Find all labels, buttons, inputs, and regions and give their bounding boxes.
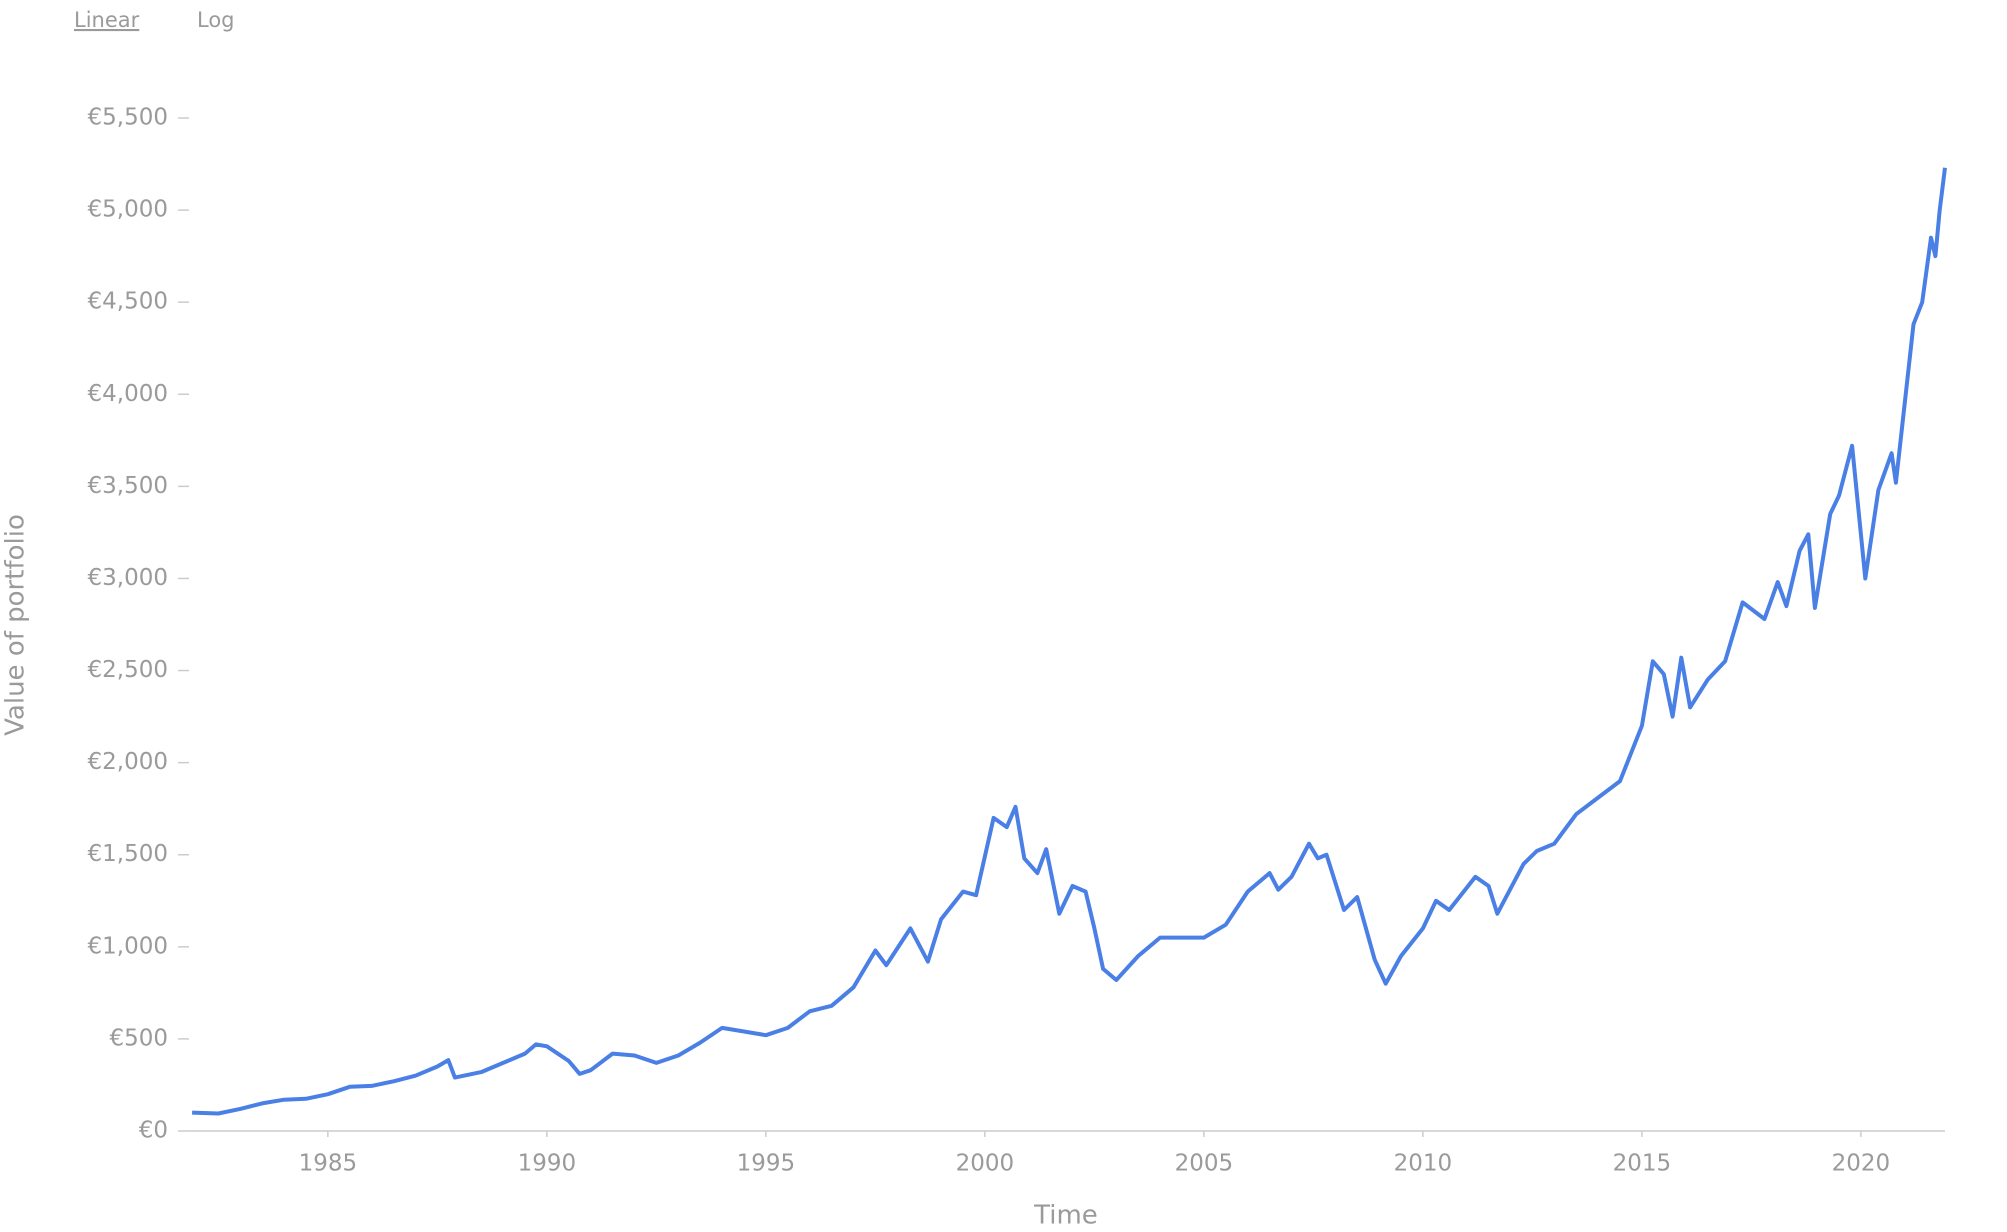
x-tick-label: 2015 (1613, 1151, 1672, 1177)
y-tick-label: €500 (109, 1025, 168, 1051)
y-tick-label: €5,000 (88, 197, 168, 223)
x-tick-label: 2020 (1832, 1151, 1891, 1177)
y-tick-label: €2,500 (88, 657, 168, 683)
y-tick-label: €3,000 (88, 565, 168, 591)
y-tick-label: €1,000 (88, 933, 168, 959)
y-tick-label: €4,000 (88, 381, 168, 407)
log-button[interactable]: Log (197, 8, 235, 32)
x-tick-label: 2005 (1175, 1151, 1234, 1177)
y-tick-label: €1,500 (88, 841, 168, 867)
y-tick-label: €4,500 (88, 289, 168, 315)
x-tick-label: 2010 (1394, 1151, 1453, 1177)
y-tick-label: €5,500 (88, 105, 168, 131)
x-tick-label: 2000 (956, 1151, 1015, 1177)
y-tick-label: €0 (139, 1118, 168, 1144)
x-tick-label: 1985 (299, 1151, 358, 1177)
linear-button[interactable]: Linear (74, 8, 140, 32)
y-tick-label: €3,500 (88, 473, 168, 499)
x-tick-label: 1995 (737, 1151, 796, 1177)
data-line (192, 167, 1947, 1116)
x-tick-label: 1990 (518, 1151, 577, 1177)
y-tick-label: €2,000 (88, 749, 168, 775)
x-axis-title: Time (1033, 1201, 1098, 1231)
y-axis-title: Value of portfolio (1, 514, 31, 736)
